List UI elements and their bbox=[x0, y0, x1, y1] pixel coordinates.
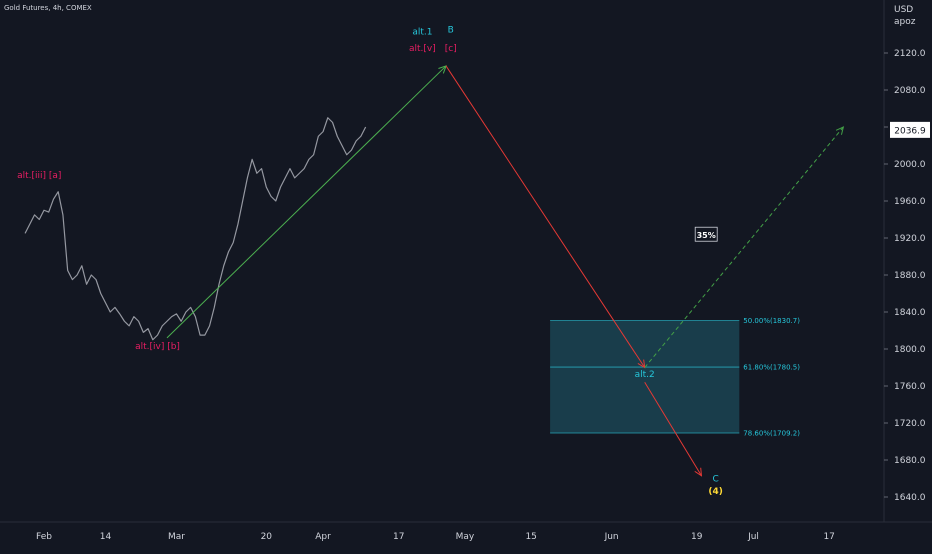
projection-line bbox=[644, 382, 702, 476]
x-tick-label: 17 bbox=[823, 532, 834, 542]
x-tick-label: Apr bbox=[315, 532, 331, 542]
wave-label: alt.[iii] [a] bbox=[17, 171, 61, 181]
projection-arrowhead bbox=[694, 467, 703, 477]
fib-level-label: 78.60%(1709.2) bbox=[743, 429, 800, 437]
y-tick-label: 1680.0 bbox=[894, 456, 926, 466]
projection-line bbox=[445, 65, 646, 368]
current-price-box bbox=[890, 121, 930, 138]
x-tick-label: 20 bbox=[261, 532, 273, 542]
y-tick-label: 1840.0 bbox=[894, 308, 926, 318]
y-tick-label: 2000.0 bbox=[894, 160, 926, 170]
wave-label: alt.1 bbox=[412, 28, 432, 38]
fib-level-label: 50.00%(1830.7) bbox=[743, 317, 800, 325]
wave-label: (4) bbox=[708, 487, 723, 497]
x-tick-label: Feb bbox=[36, 532, 52, 542]
wave-label: alt.2 bbox=[635, 370, 655, 380]
x-tick-label: 14 bbox=[100, 532, 112, 542]
symbol-title: Gold Futures, 4h, COMEX bbox=[4, 4, 92, 12]
x-tick-label: 19 bbox=[691, 532, 703, 542]
projection-line bbox=[166, 65, 447, 339]
wave-label: C bbox=[713, 474, 719, 484]
wave-label: [c] bbox=[445, 44, 457, 54]
y-tick-label: 2080.0 bbox=[894, 86, 926, 96]
wave-label: B bbox=[448, 26, 454, 36]
scale-mode[interactable]: apoz bbox=[894, 17, 916, 27]
probability-badge bbox=[694, 226, 718, 242]
x-tick-label: May bbox=[456, 532, 475, 542]
y-tick-label: 1800.0 bbox=[894, 345, 926, 355]
y-tick-label: 1720.0 bbox=[894, 419, 926, 429]
fib-zone bbox=[550, 320, 740, 433]
x-tick-label: Jul bbox=[747, 532, 759, 542]
currency-label: USD apoz bbox=[894, 4, 915, 28]
y-tick-label: 1920.0 bbox=[894, 234, 926, 244]
y-tick-label: 1760.0 bbox=[894, 382, 926, 392]
y-tick-label: 1640.0 bbox=[894, 493, 926, 503]
projection-arrowhead bbox=[835, 126, 845, 135]
currency-unit: USD bbox=[894, 5, 914, 15]
y-tick-label: 2120.0 bbox=[894, 49, 926, 59]
x-tick-label: Jun bbox=[604, 532, 619, 542]
fib-level-label: 61.80%(1780.5) bbox=[743, 364, 800, 372]
y-tick-label: 1960.0 bbox=[894, 197, 926, 207]
wave-label: alt.[iv] [b] bbox=[135, 342, 180, 352]
x-tick-label: Mar bbox=[168, 532, 185, 542]
projection-line bbox=[644, 126, 844, 368]
price-series-line bbox=[24, 117, 367, 341]
probability-badge-label: 35% bbox=[697, 231, 716, 240]
x-tick-label: 17 bbox=[393, 532, 404, 542]
x-tick-label: 15 bbox=[525, 532, 536, 542]
y-tick-label: 1880.0 bbox=[894, 271, 926, 281]
current-price-label: 2036.9 bbox=[894, 126, 926, 136]
wave-label: alt.[v] bbox=[409, 44, 436, 54]
